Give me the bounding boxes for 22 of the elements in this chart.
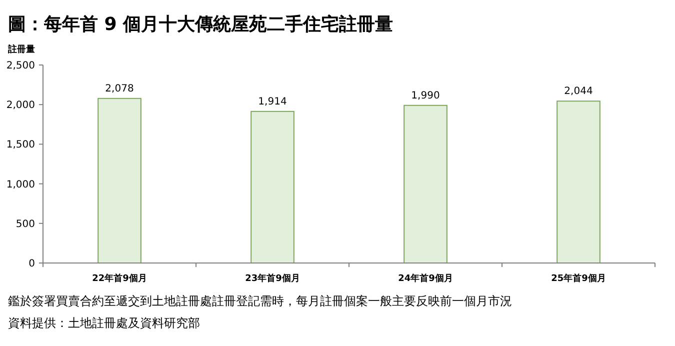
bar — [556, 100, 600, 264]
y-tick-label: 1,500 — [6, 140, 35, 151]
y-tick-label: 0 — [28, 258, 35, 270]
chart-title: 圖：每年首 9 個月十大傳統屋苑二手住宅註冊量 — [8, 14, 394, 35]
text: 鑑於簽署買賣合約至遞交到土地註冊處註冊登記需時，每月註冊個案一般主要反映前一個月市況 — [8, 294, 512, 308]
y-tick-label: 500 — [16, 218, 35, 230]
data-label: 1,914 — [258, 96, 287, 108]
x-tick-label: 24年首9個月 — [398, 273, 453, 284]
text: 資料提供：土地註冊處及資料研究部 — [8, 316, 200, 330]
y-tick-label: 2,500 — [6, 60, 35, 72]
x-tick-label: 22年首9個月 — [92, 273, 147, 284]
y-tick-label: 1,000 — [6, 179, 35, 190]
y-axis-title: 註冊量 — [7, 44, 35, 55]
x-tick-label: 25年首9個月 — [551, 273, 606, 284]
y-tick-label: 2,000 — [6, 100, 35, 112]
bar — [404, 104, 448, 264]
data-label: 2,078 — [105, 83, 134, 94]
x-tick-label: 23年首9個月 — [245, 273, 300, 284]
bar — [250, 110, 294, 264]
data-label: 2,044 — [564, 86, 593, 98]
data-label: 1,990 — [411, 90, 440, 102]
bar — [98, 98, 142, 264]
